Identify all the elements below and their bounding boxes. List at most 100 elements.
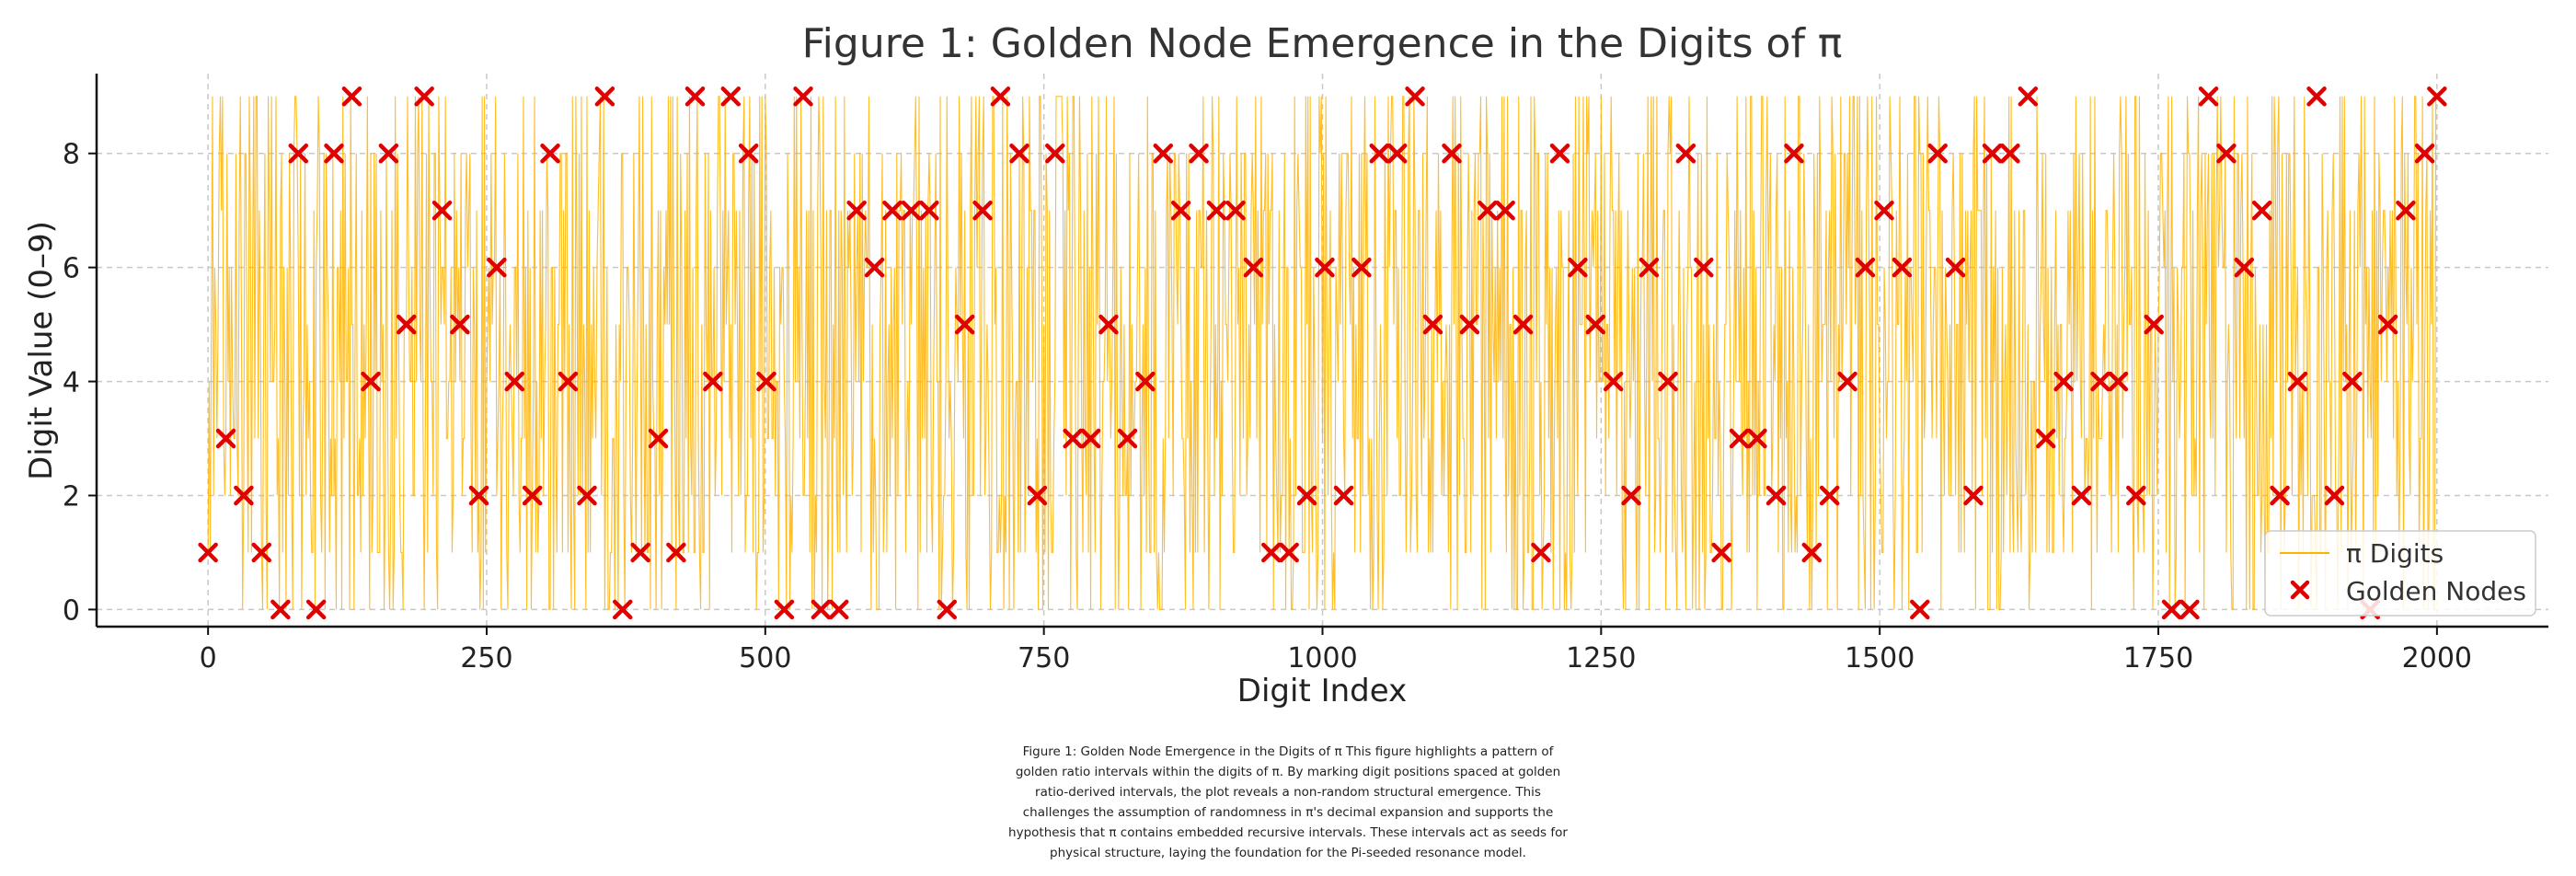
golden-node-marker: [1549, 143, 1570, 164]
golden-node-marker: [522, 485, 543, 506]
golden-node-marker: [431, 200, 453, 221]
golden-node-marker: [1315, 257, 1335, 278]
golden-node-marker: [1585, 314, 1606, 335]
golden-node-marker: [1512, 314, 1534, 335]
golden-node-marker: [2287, 371, 2308, 392]
golden-node-marker: [487, 257, 507, 278]
golden-node-marker: [1658, 371, 1678, 392]
golden-node-marker: [1135, 371, 1156, 392]
golden-node-marker: [829, 599, 849, 620]
golden-node-marker: [2071, 485, 2092, 506]
caption-line: golden ratio intervals within the digits…: [1015, 765, 1561, 779]
golden-node-marker: [2396, 200, 2416, 221]
golden-node-marker: [1765, 485, 1787, 506]
golden-node-marker: [793, 86, 813, 107]
golden-node-marker: [613, 599, 633, 620]
golden-node-marker: [341, 86, 362, 107]
golden-node-marker: [1963, 485, 1984, 506]
pi-digits-series: [207, 96, 2437, 610]
golden-node-marker: [919, 200, 939, 221]
golden-node-marker: [305, 599, 327, 620]
y-tick-label: 8: [63, 139, 80, 171]
golden-node-marker: [1386, 143, 1408, 164]
golden-nodes-series: [198, 86, 2447, 620]
golden-node-marker: [2053, 371, 2074, 392]
pi-digits-line: [207, 96, 2437, 610]
golden-node-marker: [648, 428, 669, 449]
golden-node-marker: [666, 542, 686, 563]
golden-node-marker: [2179, 599, 2200, 620]
x-tick-label: 250: [460, 642, 512, 674]
figure-caption: Figure 1: Golden Node Emergence in the D…: [966, 742, 1610, 863]
golden-node-marker: [1621, 485, 1641, 506]
golden-node-marker: [2414, 143, 2435, 164]
golden-node-marker: [468, 485, 489, 506]
golden-node-marker: [1495, 200, 1515, 221]
golden-node-marker: [2216, 143, 2237, 164]
golden-node-marker: [324, 143, 344, 164]
golden-node-marker: [1603, 371, 1624, 392]
golden-node-marker: [703, 371, 723, 392]
golden-node-marker: [1819, 485, 1840, 506]
golden-node-marker: [1369, 143, 1390, 164]
golden-node-marker: [215, 428, 236, 449]
golden-node-marker: [2270, 485, 2290, 506]
golden-node-marker: [1747, 428, 1767, 449]
x-tick-label: 500: [739, 642, 791, 674]
legend: π Digits Golden Nodes: [2264, 530, 2536, 617]
caption-line: ratio-derived intervals, the plot reveal…: [1035, 785, 1541, 800]
golden-node-marker: [630, 542, 650, 563]
golden-node-marker: [1027, 485, 1048, 506]
golden-node-marker: [450, 314, 470, 335]
golden-node-marker: [414, 86, 434, 107]
golden-node-marker: [1874, 200, 1894, 221]
y-axis-label: Digit Value (0–9): [23, 221, 60, 480]
golden-node-marker: [2000, 143, 2020, 164]
golden-node-marker: [1892, 257, 1913, 278]
golden-node-marker: [954, 314, 975, 335]
golden-node-marker: [1568, 257, 1588, 278]
golden-node-marker: [1170, 200, 1191, 221]
golden-node-marker: [1784, 143, 1804, 164]
y-tick-label: 6: [63, 253, 80, 285]
legend-box: [2264, 530, 2536, 617]
golden-node-marker: [1063, 428, 1083, 449]
golden-node-marker: [1009, 143, 1029, 164]
golden-node-marker: [1045, 143, 1065, 164]
golden-node-marker: [2342, 371, 2363, 392]
golden-node-marker: [1711, 542, 1731, 563]
golden-node-marker: [198, 542, 218, 563]
golden-node-marker: [774, 599, 795, 620]
golden-node-marker: [2108, 371, 2129, 392]
golden-node-marker: [937, 599, 958, 620]
golden-node-marker: [1855, 257, 1876, 278]
golden-node-marker: [1206, 200, 1227, 221]
golden-node-marker: [1459, 314, 1480, 335]
golden-node-marker: [1405, 86, 1425, 107]
tick-labels: 0 250 500 750 1000 1250 1500 1750 2000 0 2 4 6 8: [63, 139, 2472, 674]
caption-line: physical structure, laying the foundatio…: [1050, 846, 1526, 860]
golden-node-marker: [288, 143, 309, 164]
golden-node-marker: [1478, 200, 1498, 221]
golden-node-marker: [1243, 257, 1264, 278]
golden-node-marker: [1675, 143, 1696, 164]
golden-node-marker: [864, 257, 885, 278]
chart-title: Figure 1: Golden Node Emergence in the D…: [802, 20, 1843, 67]
golden-node-marker: [2144, 314, 2164, 335]
golden-node-marker: [361, 371, 381, 392]
golden-node-marker: [1279, 542, 1299, 563]
x-tick-label: 2000: [2402, 642, 2472, 674]
x-tick-label: 1250: [1566, 642, 1636, 674]
golden-node-marker: [1927, 143, 1948, 164]
x-tick-label: 0: [200, 642, 217, 674]
golden-node-marker: [811, 599, 832, 620]
golden-node-marker: [1837, 371, 1857, 392]
legend-digits-label: π Digits: [2346, 538, 2444, 569]
golden-node-marker: [1442, 143, 1462, 164]
golden-node-marker: [2018, 86, 2039, 107]
golden-node-marker: [1261, 542, 1282, 563]
golden-node-marker: [1694, 257, 1714, 278]
golden-node-marker: [504, 371, 525, 392]
golden-node-marker: [594, 86, 615, 107]
